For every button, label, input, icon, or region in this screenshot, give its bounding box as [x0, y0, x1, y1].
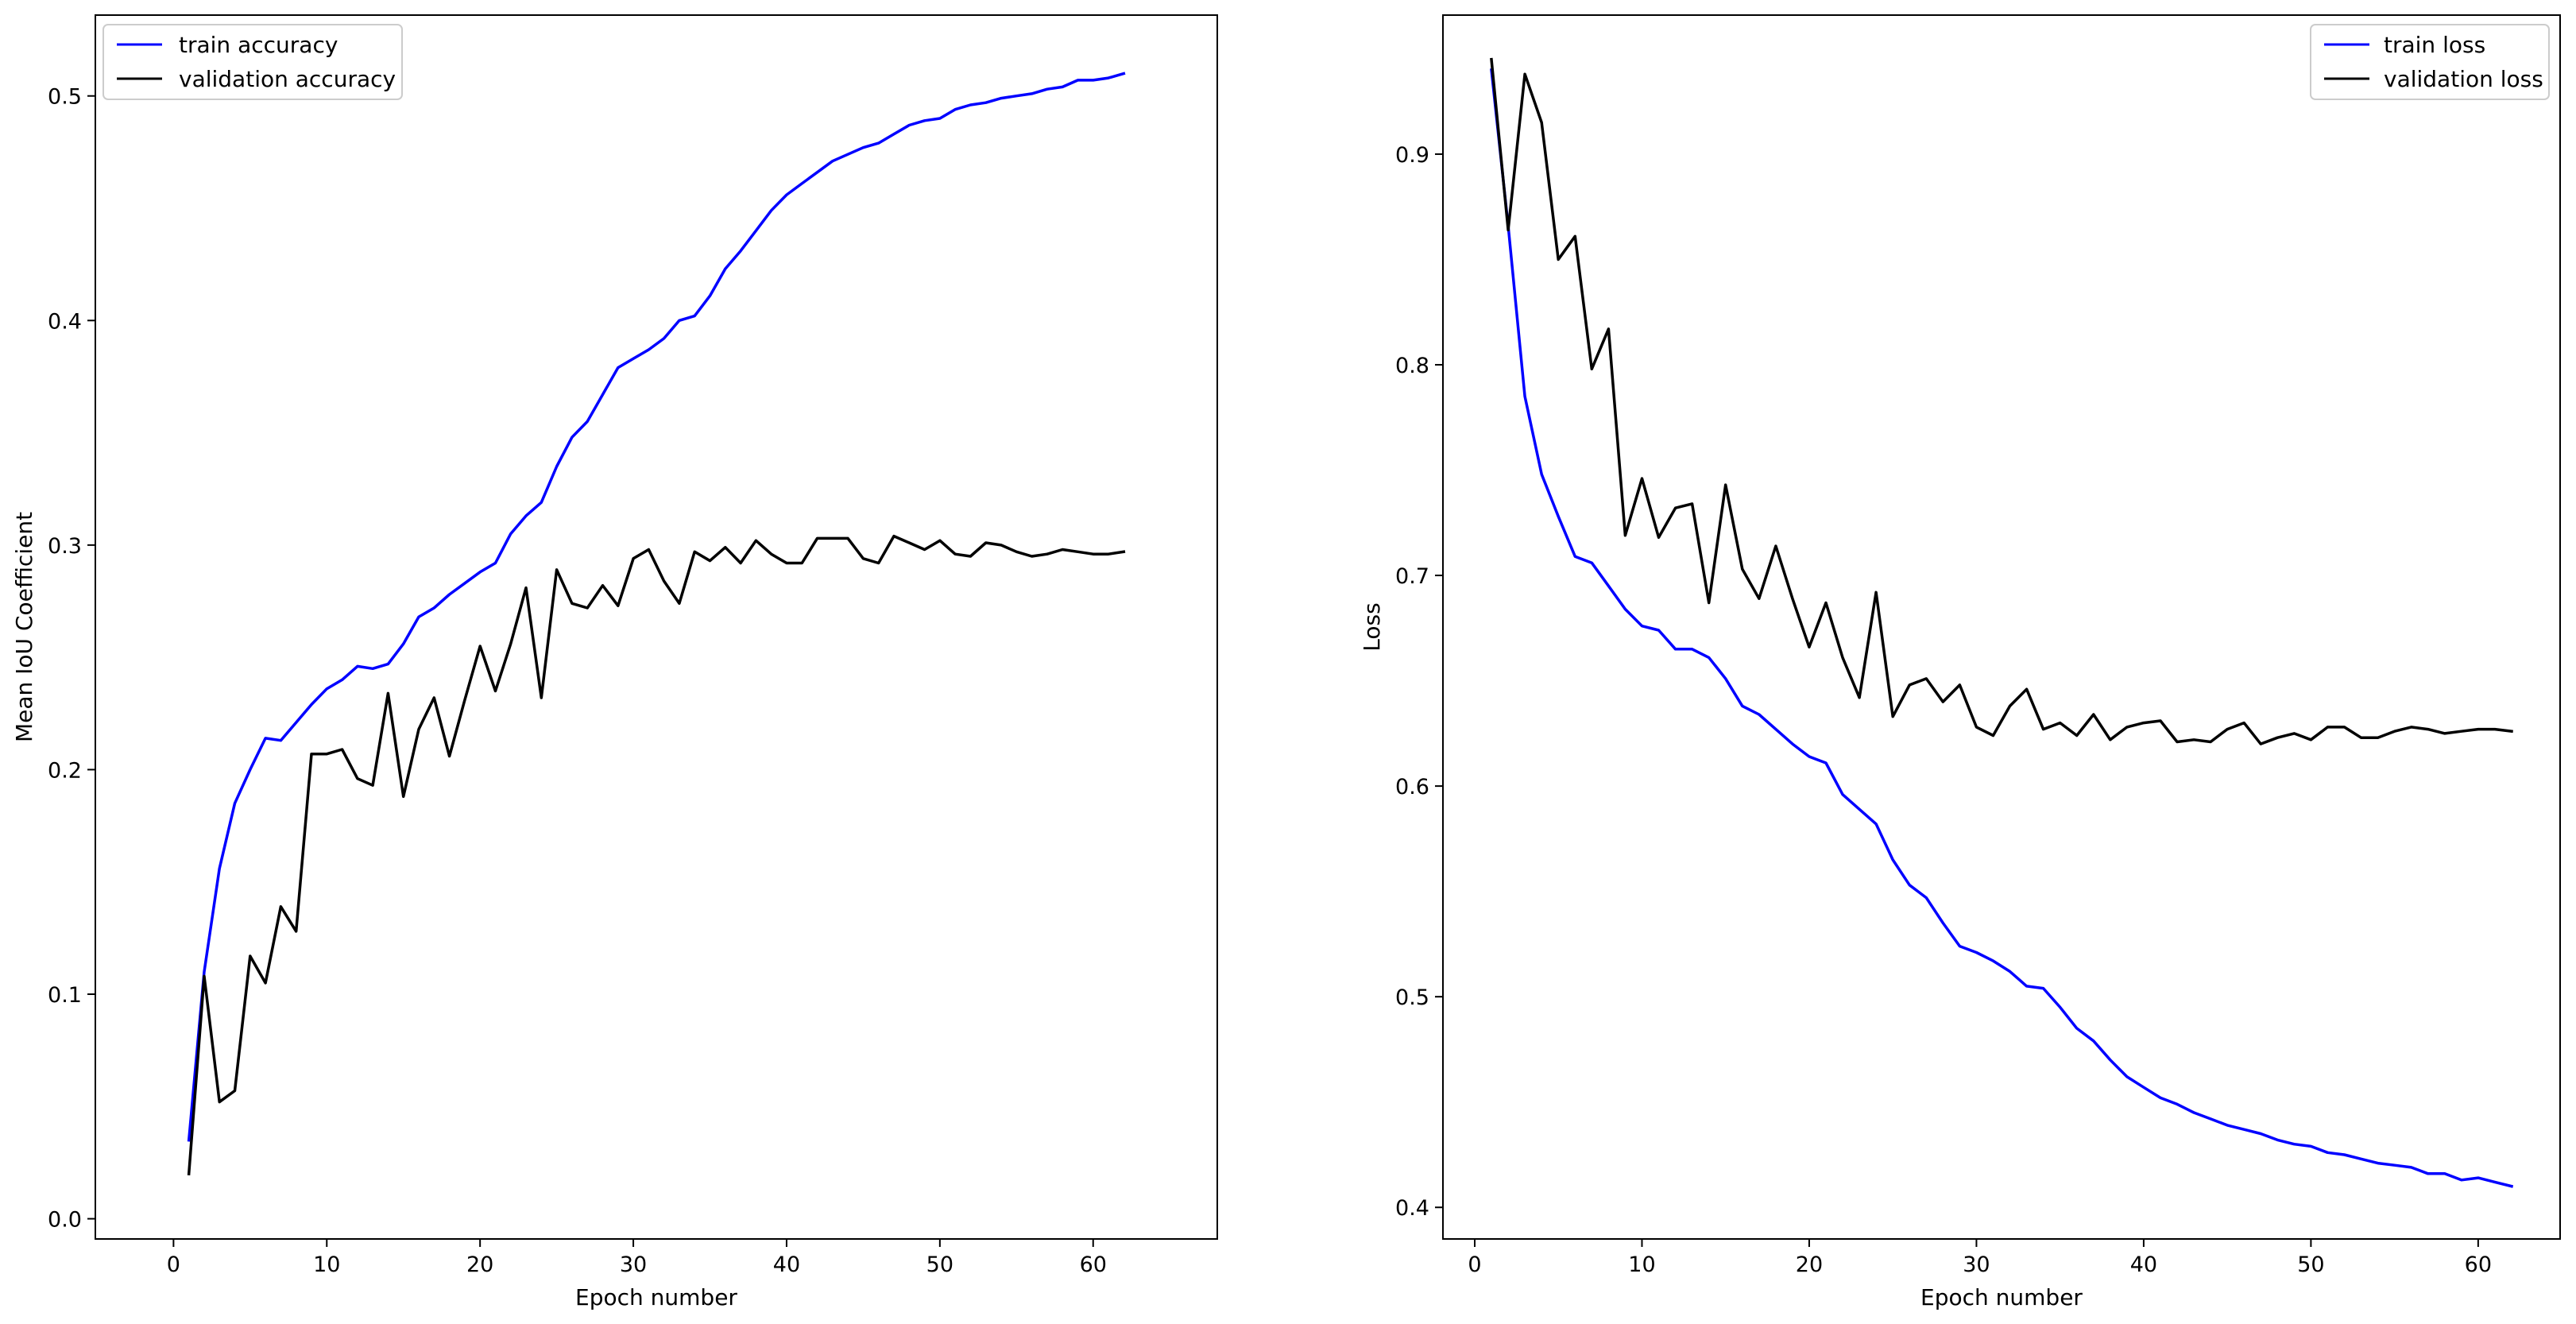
series-line-train-loss [1490, 68, 2514, 1188]
loss-x-tick-label: 50 [2297, 1252, 2324, 1277]
loss-axis-ticks: 0 10 20 30 40 50 60 0.4 0.5 0.6 0.7 0.8 0.9 [1395, 143, 2492, 1277]
loss-y-axis-label: Loss [1359, 602, 1385, 651]
loss-legend: train loss validation loss [2310, 24, 2550, 100]
loss-x-tick-label: 10 [1628, 1252, 1655, 1277]
accuracy-y-tick-label: 0.1 [48, 983, 82, 1008]
accuracy-y-tick-label: 0.5 [48, 85, 82, 110]
accuracy-y-tick-label: 0.4 [48, 309, 82, 334]
loss-plot-lines [1490, 57, 2514, 1188]
accuracy-x-tick-label: 30 [620, 1252, 647, 1277]
accuracy-plot-frame [95, 14, 1218, 1240]
loss-y-tick-label: 0.7 [1395, 564, 1429, 589]
accuracy-chart: 0 10 20 30 40 50 60 0.0 0.1 0.2 0.3 0.4 0.5 Epoch nu… [11, 14, 1218, 1310]
legend-label-validation-loss: validation loss [2384, 66, 2543, 92]
loss-y-tick-label: 0.5 [1395, 985, 1429, 1010]
accuracy-x-tick-label: 10 [313, 1252, 340, 1277]
loss-y-tick-label: 0.6 [1395, 775, 1429, 799]
accuracy-y-tick-label: 0.3 [48, 534, 82, 559]
accuracy-legend: train accuracy validation accuracy [102, 24, 403, 100]
accuracy-x-tick-label: 0 [167, 1252, 180, 1277]
loss-x-tick-label: 60 [2465, 1252, 2492, 1277]
legend-label-train-loss: train loss [2384, 32, 2485, 58]
loss-x-tick-label: 40 [2130, 1252, 2157, 1277]
loss-x-tick-label: 30 [1963, 1252, 1990, 1277]
loss-x-tick-label: 20 [1796, 1252, 1823, 1277]
loss-x-axis-label: Epoch number [1920, 1284, 2083, 1310]
series-line-validation-loss [1490, 57, 2513, 745]
accuracy-y-tick-label: 0.0 [48, 1208, 82, 1233]
loss-chart: 0 10 20 30 40 50 60 0.4 0.5 0.6 0.7 0.8 0.9 Epoch nu… [1359, 14, 2561, 1310]
accuracy-x-axis-label: Epoch number [575, 1284, 737, 1310]
loss-y-tick-label: 0.8 [1395, 354, 1429, 378]
accuracy-x-tick-label: 50 [926, 1252, 953, 1277]
accuracy-y-tick-label: 0.2 [48, 758, 82, 783]
loss-y-tick-label: 0.9 [1395, 143, 1429, 168]
legend-label-train-accuracy: train accuracy [179, 32, 338, 58]
loss-legend-box [2310, 24, 2550, 100]
legend-label-validation-accuracy: validation accuracy [179, 66, 396, 92]
accuracy-axis-ticks: 0 10 20 30 40 50 60 0.0 0.1 0.2 0.3 0.4 0.5 [48, 85, 1107, 1277]
accuracy-x-tick-label: 60 [1080, 1252, 1107, 1277]
series-line-validation-accuracy [187, 534, 1126, 1175]
accuracy-plot-lines [187, 72, 1126, 1175]
accuracy-y-axis-label: Mean IoU Coefficient [11, 512, 37, 742]
loss-x-tick-label: 0 [1468, 1252, 1481, 1277]
loss-y-tick-label: 0.4 [1395, 1196, 1429, 1221]
accuracy-x-tick-label: 20 [466, 1252, 493, 1277]
accuracy-x-tick-label: 40 [773, 1252, 800, 1277]
accuracy-legend-box [102, 24, 403, 100]
loss-plot-frame [1442, 14, 2561, 1240]
series-line-train-accuracy [187, 72, 1126, 1142]
